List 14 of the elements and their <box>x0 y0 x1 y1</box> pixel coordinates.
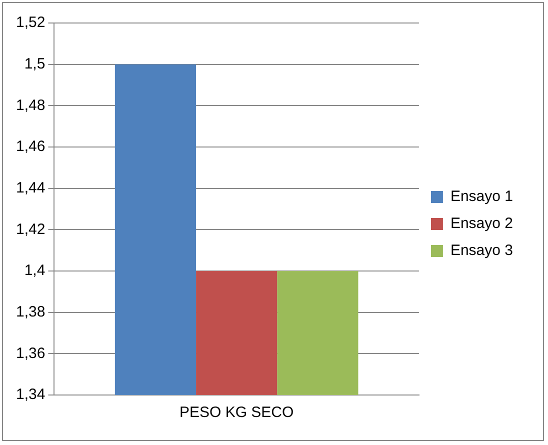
legend-label: Ensayo 2 <box>450 215 514 232</box>
y-tick-label: 1,4 <box>24 262 46 280</box>
y-tick-label: 1,38 <box>16 303 46 320</box>
y-tick-label: 1,42 <box>16 220 46 238</box>
y-tick-label: 1,52 <box>16 14 46 32</box>
legend-label: Ensayo 1 <box>450 188 514 206</box>
y-tick-label: 1,46 <box>16 138 46 156</box>
y-tick-label: 1,48 <box>16 96 46 114</box>
y-tick-label: 1,36 <box>16 344 46 362</box>
y-tick-label: 1,44 <box>16 179 46 196</box>
y-tick-label: 1,5 <box>24 55 46 72</box>
x-tick-label: PESO KG SECO <box>179 404 294 422</box>
legend-label: Ensayo 3 <box>450 242 514 260</box>
y-tick-label: 1,34 <box>16 386 46 404</box>
